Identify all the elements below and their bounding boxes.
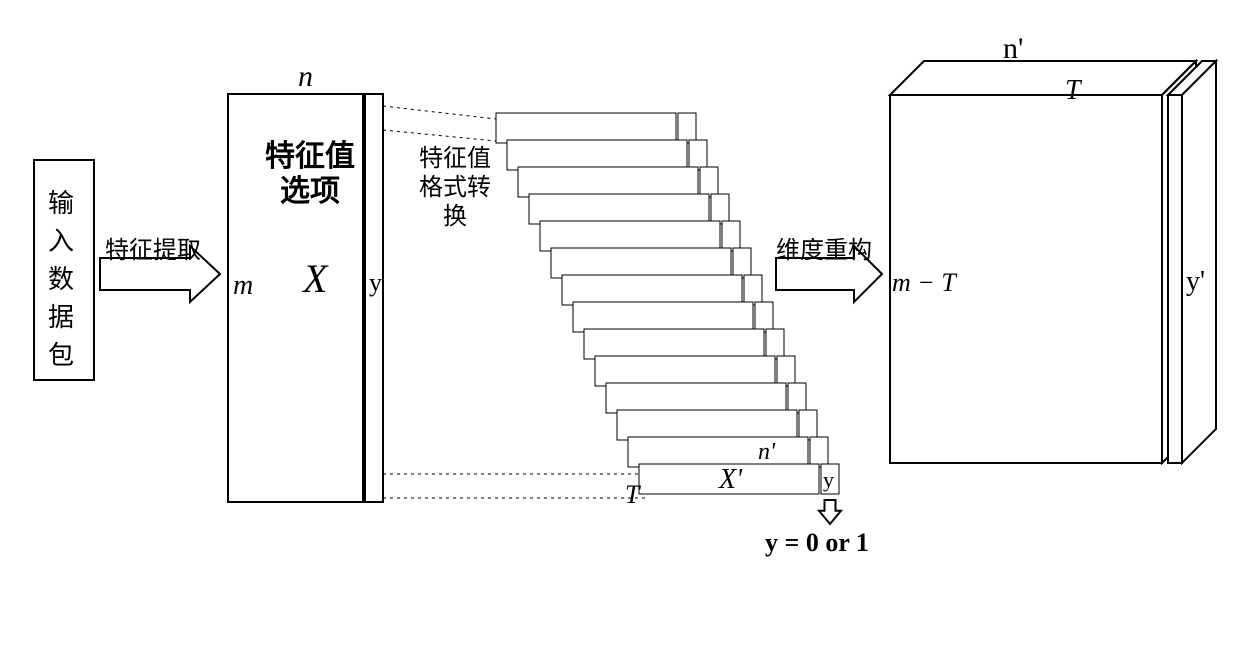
slice-main [529,194,709,224]
slice-y [799,410,817,440]
stage3-yprime-label: y' [1186,266,1205,298]
slice-y [678,113,696,143]
slice-main [562,275,742,305]
arrow2-label: 特征值格式转换 [415,145,495,231]
slice-main [573,302,753,332]
slice-y [689,140,707,170]
slice-y [722,221,740,251]
stage3-m-minus-T-label: m − T [892,268,956,298]
stage2-n-label: n [298,60,313,94]
slice-main [518,167,698,197]
stage3-nprime-label: n' [1003,32,1023,66]
slice-Xprime-label: X' [719,464,742,496]
slice-nprime-label: n' [758,439,775,466]
slice-main [595,356,775,386]
slice-y [744,275,762,305]
stage2-title: 特征值选项 [250,140,370,209]
diagram-svg [0,0,1239,654]
slice-y [810,437,828,467]
slice-main [584,329,764,359]
slices-group [496,113,839,494]
slice-y [733,248,751,278]
arrow1-label: 特征提取 [105,230,201,265]
stage1-label: 输入数据包 [48,185,78,375]
y-output-label: y = 0 or 1 [765,528,869,558]
slice-main [606,383,786,413]
slice-main [628,437,808,467]
stage2-y-label: y [369,268,382,298]
stage2-X-label: X [303,255,327,302]
diagram-root: 输入数据包 特征提取 n 特征值选项 m X y 特征值格式转换 n' X' y… [0,0,1239,654]
slice-y [755,302,773,332]
slice-y [777,356,795,386]
slice-main [617,410,797,440]
slice-main [507,140,687,170]
stage3-cuboid [890,61,1216,463]
arrow3-label: 维度重构 [776,230,872,265]
slice-y [766,329,784,359]
slice-y [711,194,729,224]
stage2-m-label: m [233,270,253,302]
slice-main [540,221,720,251]
stage3-T-label: T [1065,75,1081,107]
slice-y [788,383,806,413]
y-down-arrow [819,500,841,524]
slice-main [551,248,731,278]
slice-y-label: y [823,467,834,493]
slice-y [700,167,718,197]
slice-T-label: T [625,480,639,510]
slice-main [496,113,676,143]
